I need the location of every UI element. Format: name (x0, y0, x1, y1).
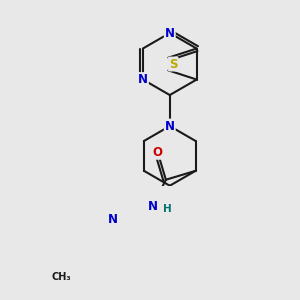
Text: N: N (165, 26, 175, 40)
Text: H: H (163, 204, 172, 214)
Text: N: N (108, 213, 118, 226)
Text: N: N (165, 120, 175, 133)
Text: N: N (138, 73, 148, 86)
Text: CH₃: CH₃ (52, 272, 71, 282)
Text: O: O (153, 146, 163, 159)
Text: S: S (169, 58, 178, 70)
Text: N: N (148, 200, 158, 213)
